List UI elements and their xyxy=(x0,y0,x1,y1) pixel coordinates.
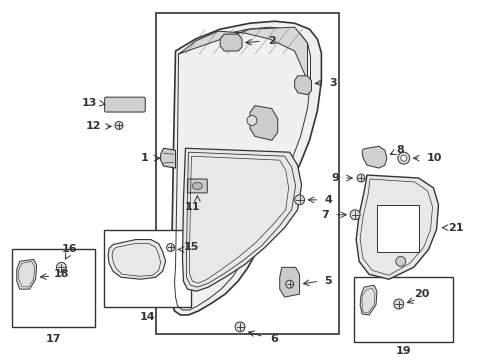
Polygon shape xyxy=(161,148,175,168)
Polygon shape xyxy=(362,146,387,168)
Polygon shape xyxy=(220,34,242,51)
Text: 13: 13 xyxy=(82,98,97,108)
Polygon shape xyxy=(360,285,377,315)
Circle shape xyxy=(394,299,404,309)
Polygon shape xyxy=(108,239,166,279)
Polygon shape xyxy=(17,260,37,289)
FancyBboxPatch shape xyxy=(104,97,145,112)
Circle shape xyxy=(357,174,365,182)
Circle shape xyxy=(294,195,305,205)
Polygon shape xyxy=(182,148,301,291)
Text: 18: 18 xyxy=(53,269,69,279)
Text: 1: 1 xyxy=(141,153,149,163)
Text: 11: 11 xyxy=(185,202,200,212)
Polygon shape xyxy=(294,76,312,95)
Ellipse shape xyxy=(193,183,202,189)
Circle shape xyxy=(247,116,257,125)
FancyBboxPatch shape xyxy=(188,179,207,193)
Circle shape xyxy=(350,210,360,220)
Text: 2: 2 xyxy=(268,36,275,46)
Circle shape xyxy=(396,256,406,266)
Bar xyxy=(354,277,453,342)
Text: 12: 12 xyxy=(86,121,101,131)
Bar xyxy=(12,249,95,327)
Circle shape xyxy=(56,262,66,272)
Bar xyxy=(104,230,192,307)
Polygon shape xyxy=(178,27,308,81)
Text: 6: 6 xyxy=(270,334,278,344)
Text: 9: 9 xyxy=(331,173,339,183)
Text: 19: 19 xyxy=(396,346,412,356)
Text: 10: 10 xyxy=(427,153,442,163)
Polygon shape xyxy=(356,175,439,279)
Circle shape xyxy=(286,280,294,288)
Polygon shape xyxy=(171,21,321,315)
Circle shape xyxy=(398,152,410,164)
Polygon shape xyxy=(250,105,278,140)
Circle shape xyxy=(401,155,407,161)
Text: 8: 8 xyxy=(397,145,405,155)
Text: 7: 7 xyxy=(321,210,329,220)
Text: 20: 20 xyxy=(414,289,429,299)
Circle shape xyxy=(167,243,174,251)
Bar xyxy=(156,13,339,334)
Text: 16: 16 xyxy=(62,244,77,255)
Circle shape xyxy=(235,322,245,332)
Bar xyxy=(377,205,418,252)
Text: 17: 17 xyxy=(46,334,61,344)
Text: 3: 3 xyxy=(329,78,337,88)
Text: 5: 5 xyxy=(324,276,332,286)
Circle shape xyxy=(115,121,123,129)
Text: 14: 14 xyxy=(140,312,155,322)
Text: 21: 21 xyxy=(448,222,464,233)
Text: 15: 15 xyxy=(183,243,199,252)
Polygon shape xyxy=(280,267,299,297)
Text: 4: 4 xyxy=(324,195,332,205)
